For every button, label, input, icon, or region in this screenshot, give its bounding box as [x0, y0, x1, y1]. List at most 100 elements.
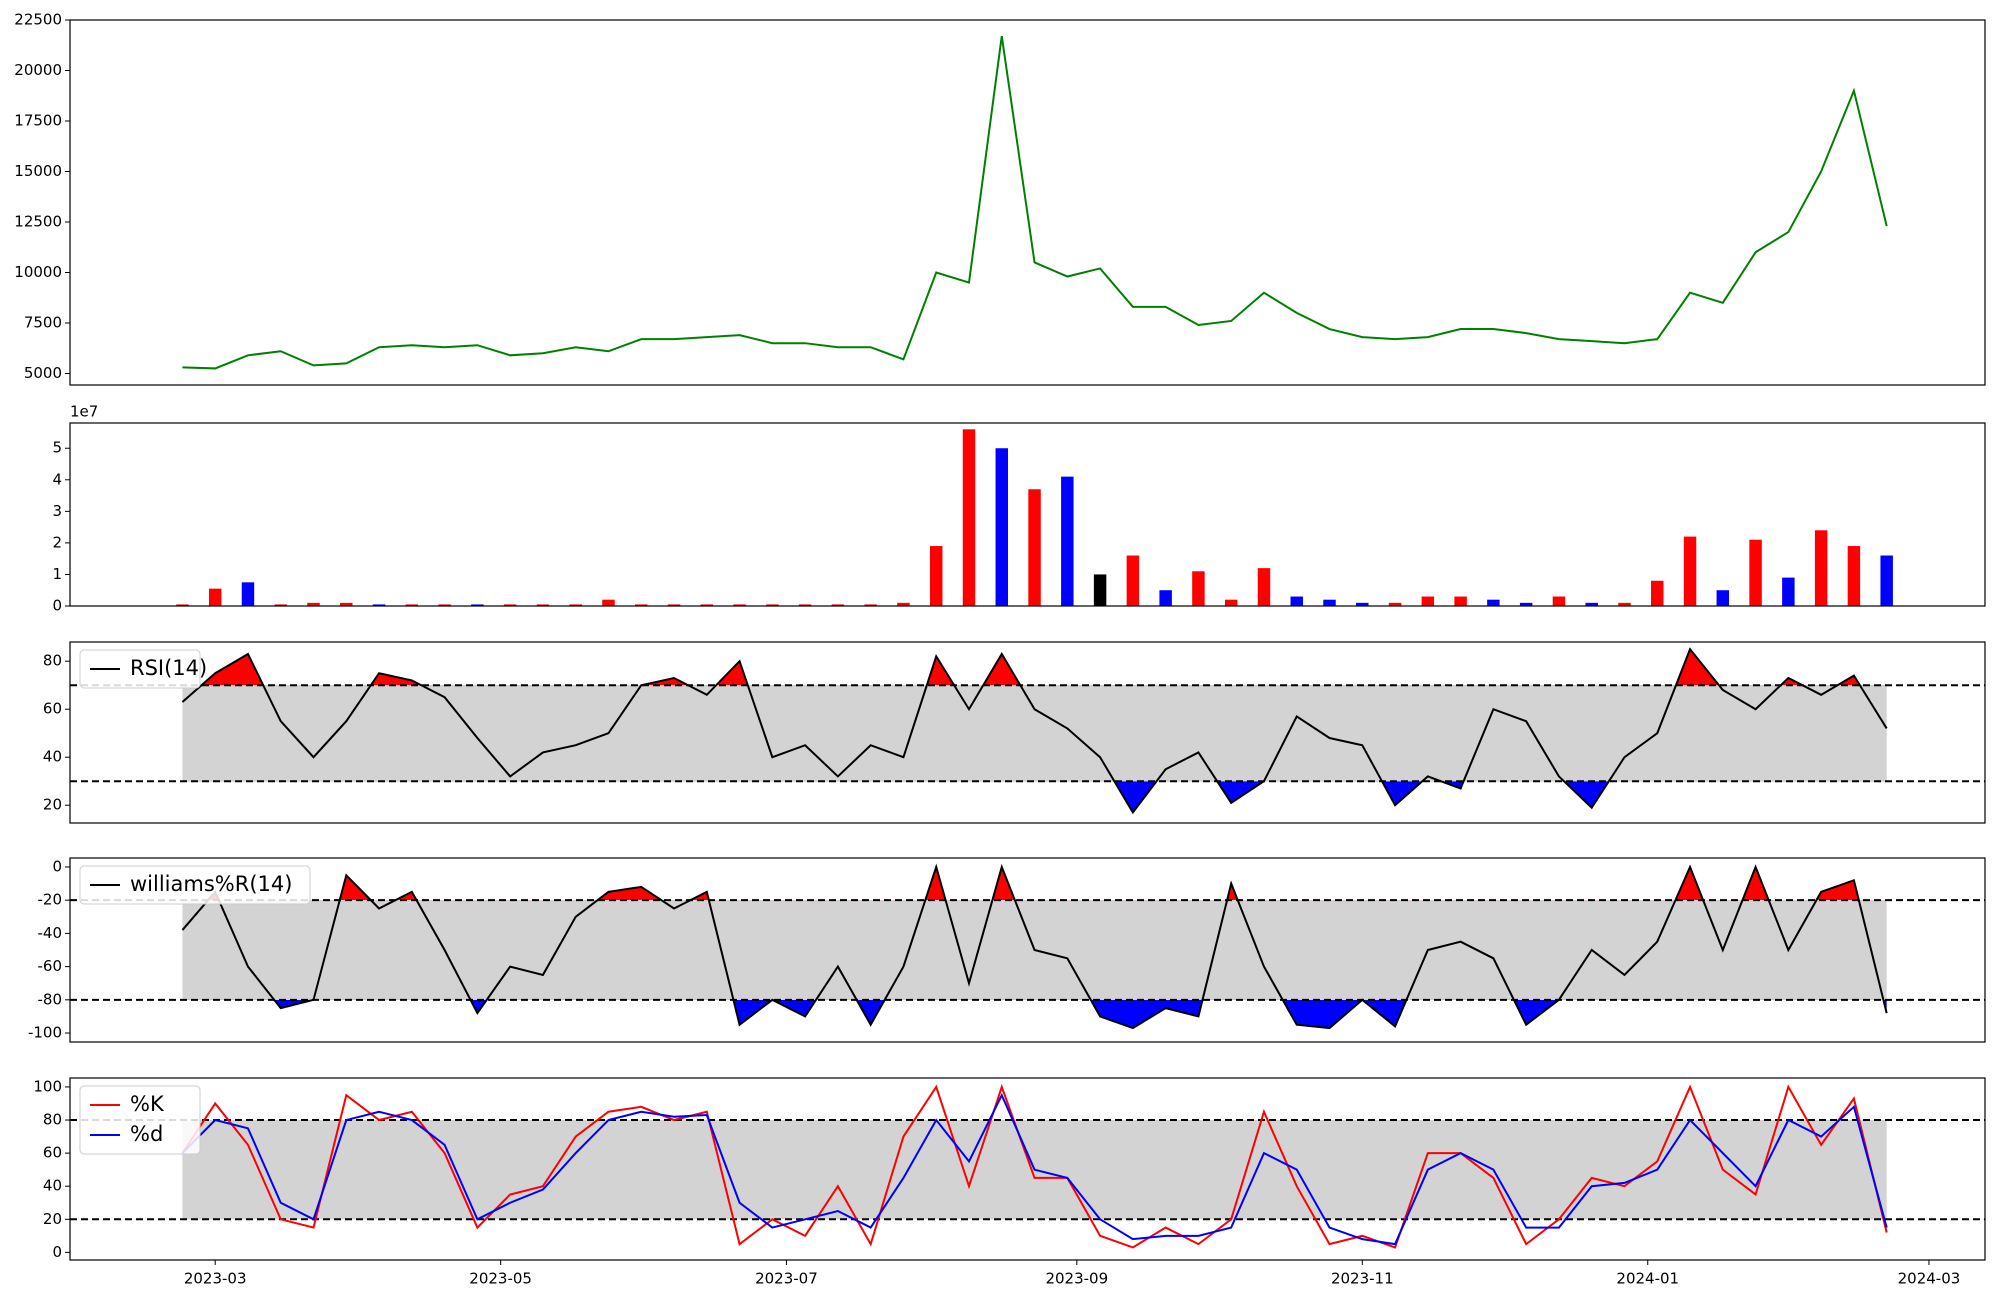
bar: [1454, 596, 1467, 606]
y-tick-label: 20: [43, 1210, 62, 1228]
y-tick-label: 3: [52, 502, 62, 520]
y-tick-label: -100: [28, 1024, 62, 1042]
legend-box: [79, 1085, 201, 1155]
y-tick-label: 2: [52, 533, 62, 551]
line: [181, 1092, 1888, 1246]
bar: [995, 448, 1008, 606]
bar: [208, 588, 222, 606]
y-tick-label: 0: [52, 857, 62, 875]
bar: [1847, 546, 1861, 606]
bar: [700, 604, 714, 606]
frame: [69, 19, 1986, 386]
bar: [831, 604, 845, 606]
y-tick-label: 7500: [24, 313, 62, 331]
x-tick-label: 2023-09: [1045, 1270, 1108, 1288]
y-tick-label: -20: [38, 891, 63, 909]
bar: [372, 604, 386, 606]
bar: [536, 604, 550, 606]
x-tick-label: 2023-07: [755, 1270, 818, 1288]
frame: [69, 857, 1986, 1043]
bar: [602, 599, 615, 606]
frame: [69, 422, 1986, 607]
y-tick-label: 20000: [14, 61, 62, 79]
legend-box: [79, 649, 201, 689]
bar: [733, 604, 746, 606]
legend-label: RSI(14): [130, 656, 207, 680]
y-tick-label: 22500: [14, 11, 62, 29]
bar: [1487, 599, 1500, 606]
bar: [405, 604, 419, 606]
bar: [176, 604, 189, 606]
y-tick-label: 100: [33, 1077, 62, 1095]
offset-label: 1e7: [70, 403, 98, 421]
y-tick-label: 0: [52, 1243, 62, 1261]
bar: [340, 602, 353, 606]
bar: [1814, 530, 1828, 606]
bar: [1880, 555, 1893, 606]
bar: [1585, 602, 1598, 606]
x-tick-label: 2024-03: [1898, 1270, 1961, 1288]
y-tick-label: 4: [52, 470, 62, 488]
line: [181, 863, 1888, 1030]
bar: [1749, 539, 1762, 606]
line: [182, 36, 1888, 370]
y-tick-label: 80: [43, 1111, 62, 1129]
bar: [503, 604, 517, 606]
bar: [274, 604, 287, 606]
bar: [1192, 571, 1205, 606]
legend-label: %K: [130, 1092, 165, 1116]
bar: [1716, 590, 1730, 606]
bar: [798, 604, 812, 606]
plot-area: [70, 863, 1985, 1030]
bar: [897, 602, 910, 606]
bar: [962, 429, 976, 606]
x-tick-label: 2023-05: [469, 1270, 532, 1288]
legend-label: %d: [130, 1122, 163, 1146]
bar: [864, 604, 877, 606]
bar: [635, 604, 648, 606]
bar: [1651, 580, 1664, 606]
bar: [1782, 577, 1795, 606]
y-tick-label: -80: [38, 990, 63, 1008]
y-tick-label: 0: [52, 597, 62, 615]
bar: [667, 604, 681, 606]
y-tick-label: 60: [43, 1144, 62, 1162]
bar: [1388, 602, 1402, 606]
bar: [1257, 568, 1271, 606]
bar: [1093, 574, 1107, 606]
y-tick-label: 60: [43, 700, 62, 718]
line: [181, 647, 1888, 815]
plot-area: [70, 1083, 1985, 1249]
bar: [1421, 596, 1435, 606]
bar: [438, 604, 451, 606]
bar: [307, 602, 320, 606]
y-tick-label: 5000: [24, 364, 62, 382]
legend-label: williams%R(14): [130, 872, 292, 896]
frame: [69, 641, 1986, 824]
frame: [69, 1077, 1986, 1261]
bar: [471, 604, 484, 606]
y-tick-label: 12500: [14, 212, 62, 230]
bar: [929, 546, 943, 606]
y-tick-label: -40: [38, 924, 63, 942]
bar: [1126, 555, 1140, 606]
y-tick-label: 20: [43, 796, 62, 814]
bar: [1224, 599, 1238, 606]
y-tick-label: 5: [52, 439, 62, 457]
y-tick-label: 15000: [14, 162, 62, 180]
bar: [1618, 602, 1631, 606]
plot-area: [182, 36, 1888, 370]
bar: [1061, 476, 1074, 606]
bar: [1028, 489, 1041, 606]
x-tick-label: 2023-11: [1331, 1270, 1394, 1288]
y-tick-label: 17500: [14, 111, 62, 129]
bar: [569, 604, 582, 606]
bar: [1683, 536, 1697, 606]
y-tick-label: 10000: [14, 263, 62, 281]
band: [182, 685, 1887, 782]
y-tick-label: -60: [38, 957, 63, 975]
line: [181, 1083, 1888, 1249]
plot-area: [176, 429, 1893, 606]
y-tick-label: 80: [43, 652, 62, 670]
